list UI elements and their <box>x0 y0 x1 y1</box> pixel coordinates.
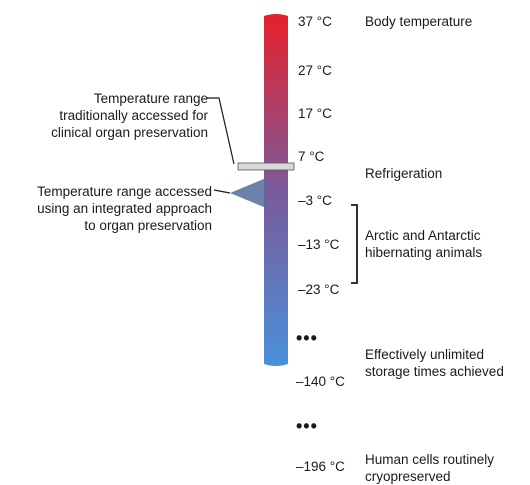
unlimited-storage-label-line: Effectively unlimited <box>365 347 485 362</box>
tick-label: 17 °C <box>298 106 332 121</box>
integrated-range-label-line: Temperature range accessed <box>37 184 212 199</box>
hibernation-bracket <box>351 204 358 284</box>
integrated-range-label: Temperature range accessed using an inte… <box>37 183 212 234</box>
tick-label: 7 °C <box>298 149 325 164</box>
tick-label: –23 °C <box>298 282 340 297</box>
clinical-range-leader <box>207 97 235 165</box>
body-temperature-label: Body temperature <box>365 14 473 29</box>
integrated-range-leader <box>213 189 231 194</box>
clinical-range-label-line: clinical organ preservation <box>51 125 208 140</box>
integrated-range-wedge <box>230 178 266 208</box>
cryopreserved-label-line: cryopreserved <box>365 469 451 484</box>
clinical-range-label-line: Temperature range <box>93 91 208 106</box>
tick-label: –3 °C <box>298 193 332 208</box>
refrigeration-label: Refrigeration <box>365 166 443 181</box>
tick-label: –196 °C <box>296 459 345 474</box>
clinical-range-label-line: traditionally accessed for <box>59 108 208 123</box>
tick-label: –140 °C <box>296 374 345 389</box>
thermometer-bar <box>264 14 288 366</box>
cryopreserved-label: Human cells routinely cryopreserved <box>365 451 494 485</box>
clinical-range-label: Temperature range traditionally accessed… <box>51 90 208 141</box>
clinical-range-band <box>237 162 295 171</box>
cryopreserved-label-line: Human cells routinely <box>365 452 495 467</box>
ellipsis-marker: ••• <box>296 416 318 436</box>
tick-label: 27 °C <box>298 63 332 78</box>
unlimited-storage-label: Effectively unlimited storage times achi… <box>365 346 504 380</box>
hibernating-label-line: hibernating animals <box>365 245 483 260</box>
hibernating-label-line: Arctic and Antarctic <box>365 228 481 243</box>
unlimited-storage-label-line: storage times achieved <box>365 364 504 379</box>
tick-label: 37 °C <box>298 14 332 29</box>
integrated-range-label-line: to organ preservation <box>84 218 212 233</box>
hibernating-label: Arctic and Antarctic hibernating animals <box>365 227 482 261</box>
tick-label: –13 °C <box>298 237 340 252</box>
integrated-range-label-line: using an integrated approach <box>37 201 212 216</box>
ellipsis-marker: ••• <box>296 328 318 348</box>
